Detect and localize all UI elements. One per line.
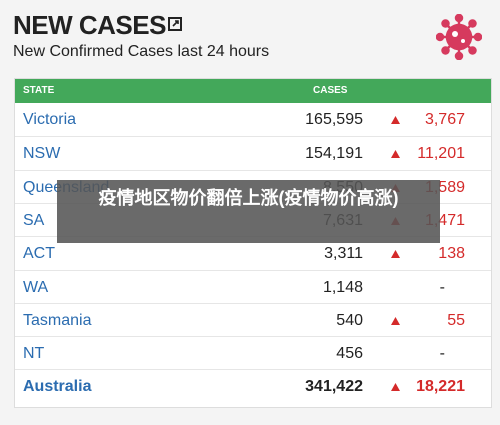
change-value: 11,201 (417, 145, 465, 163)
case-count: 154,191 (305, 145, 363, 163)
table-header: STATE CASES (15, 79, 491, 103)
case-count: 3,311 (324, 245, 363, 263)
external-link-icon[interactable] (168, 17, 182, 31)
table-row: Tasmania 540 55 (15, 302, 491, 336)
increase-arrow (391, 150, 400, 159)
state-name: ACT (23, 245, 55, 263)
change-value: 55 (447, 311, 465, 329)
increase-arrow (391, 250, 400, 259)
column-header: CASES (313, 85, 348, 96)
case-count: 165,595 (305, 111, 363, 128)
state-name: Victoria (23, 111, 77, 128)
change-value: - (439, 345, 445, 363)
table-row: NSW 154,191 11,201 (15, 136, 491, 169)
change-value: 3,767 (424, 111, 465, 128)
state-name: SA (23, 211, 45, 229)
overlay-banner: 疫情地区物价翻倍上涨(疫情物价高涨) (57, 180, 440, 243)
state-name: NT (23, 345, 45, 363)
increase-arrow (391, 116, 400, 124)
table-row: Australia 341,422 18,221 (15, 369, 491, 402)
state-name: Australia (23, 378, 92, 396)
state-name: Tasmania (23, 311, 92, 329)
case-count: 540 (336, 311, 363, 329)
case-count: 341,422 (305, 378, 363, 396)
cases-table: STATE CASES Victoria 165,595 3,767 NSW 154,1… (14, 78, 492, 408)
column-header: STATE (23, 85, 55, 96)
state-name: NSW (23, 145, 61, 163)
increase-arrow (391, 383, 400, 392)
case-count: 456 (336, 345, 363, 363)
case-count: 1,148 (322, 278, 363, 296)
virus-icon (436, 14, 482, 60)
change-value: - (439, 278, 445, 296)
table-row: NT 456 - (15, 336, 491, 369)
subtitle: New Confirmed Cases last 24 hours (13, 43, 270, 60)
change-value: 18,221 (416, 378, 465, 396)
change-value: 138 (438, 245, 465, 263)
increase-arrow (391, 316, 400, 325)
state-name: WA (23, 278, 49, 296)
table-row: WA 1,148 - (15, 269, 491, 303)
title: NEW CASES (13, 10, 166, 40)
table-row: Victoria 165,595 3,767 (15, 103, 491, 136)
